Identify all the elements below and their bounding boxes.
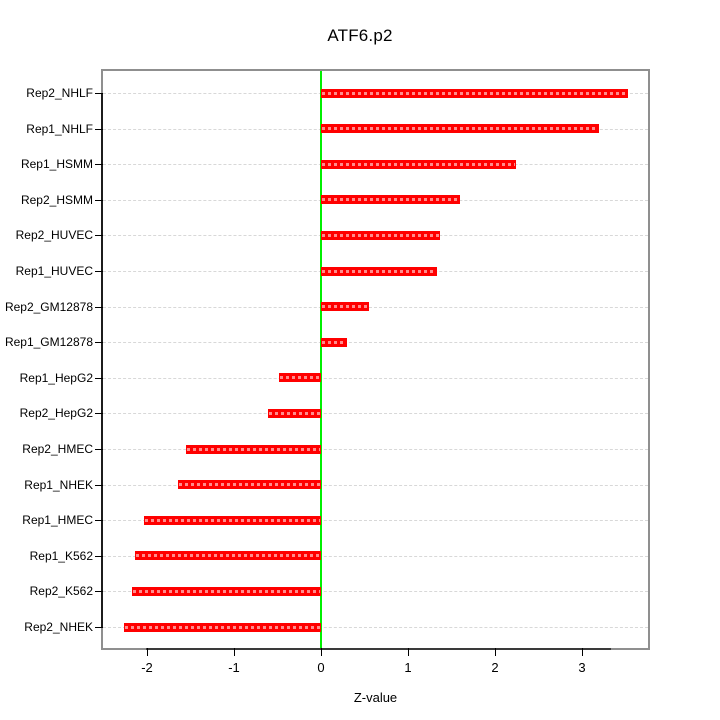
y-tick [95, 627, 103, 628]
y-tick [95, 199, 103, 201]
gridline [103, 484, 648, 486]
bar-gridline-overlay [322, 162, 515, 166]
bar-Rep2_NHEK [123, 622, 321, 632]
y-tick-label-Rep2_HMEC: Rep2_HMEC [22, 442, 93, 456]
y-tick [95, 555, 103, 557]
bar-gridline-overlay [322, 269, 436, 273]
gridline [103, 627, 648, 628]
y-axis-line [101, 93, 103, 627]
y-tick [95, 591, 103, 593]
y-tick-label-Rep1_GM12878: Rep1_GM12878 [4, 335, 93, 350]
y-tick [95, 449, 103, 450]
bar-gridline-overlay [179, 483, 320, 487]
gridline [103, 449, 648, 450]
bar-gridline-overlay [322, 340, 347, 344]
bar-Rep1_GM12878 [321, 337, 348, 347]
x-tick [582, 648, 583, 656]
x-tick-label: -1 [228, 660, 240, 675]
bar-Rep1_HUVEC [321, 266, 437, 276]
y-tick [95, 271, 103, 272]
bar-gridline-overlay [280, 376, 320, 380]
x-tick [495, 648, 496, 656]
x-tick-label: 2 [491, 660, 499, 675]
y-tick [95, 342, 103, 344]
x-tick-label: -2 [141, 660, 153, 675]
bar-Rep2_GM12878 [321, 302, 369, 312]
x-tick [321, 648, 322, 656]
y-tick [95, 413, 103, 415]
y-tick-label-Rep2_GM12878: Rep2_GM12878 [4, 299, 93, 314]
bar-gridline-overlay [322, 198, 460, 202]
y-tick-label-Rep1_NHLF: Rep1_NHLF [26, 121, 93, 136]
y-tick [95, 484, 103, 486]
x-tick [147, 648, 148, 656]
bar-Rep1_HMEC [144, 515, 321, 525]
x-tick [408, 648, 409, 656]
bar-Rep2_HMEC [186, 444, 321, 454]
x-tick-label: 0 [317, 660, 325, 675]
y-tick-label-Rep2_NHLF: Rep2_NHLF [26, 86, 93, 100]
bar-Rep2_HUVEC [321, 230, 441, 240]
bar-Rep2_HepG2 [267, 408, 321, 418]
bar-gridline-overlay [133, 589, 320, 593]
y-tick-label-Rep1_HMEC: Rep1_HMEC [22, 513, 93, 528]
bar-gridline-overlay [322, 91, 628, 95]
y-tick [95, 520, 103, 522]
bar-gridline-overlay [124, 625, 320, 629]
zero-reference-line [320, 71, 322, 648]
y-tick [95, 306, 103, 308]
bar-Rep1_K562 [134, 551, 321, 561]
y-tick [95, 93, 103, 94]
y-tick [95, 164, 103, 166]
x-tick-label: 3 [578, 660, 586, 675]
y-tick-label-Rep2_HepG2: Rep2_HepG2 [19, 406, 93, 421]
plot-area [101, 69, 650, 650]
bar-Rep2_HSMM [321, 195, 461, 205]
gridline [103, 306, 648, 308]
x-tick-label: 1 [404, 660, 412, 675]
y-tick-label-Rep2_NHEK: Rep2_NHEK [24, 620, 93, 634]
bar-Rep1_HSMM [321, 159, 516, 169]
y-tick-label-Rep1_HepG2: Rep1_HepG2 [19, 370, 93, 385]
bar-gridline-overlay [145, 518, 320, 522]
y-tick [95, 377, 103, 379]
y-tick [95, 128, 103, 130]
y-tick-label-Rep1_HUVEC: Rep1_HUVEC [15, 264, 93, 278]
y-tick-label-Rep2_HSMM: Rep2_HSMM [20, 192, 93, 207]
gridline [103, 342, 648, 344]
gridline [103, 520, 648, 522]
bar-gridline-overlay [187, 447, 320, 451]
bar-Rep2_NHLF [321, 88, 629, 98]
bar-Rep1_HepG2 [279, 373, 321, 383]
bar-gridline-overlay [322, 233, 440, 237]
gridline [103, 377, 648, 379]
gridline [103, 413, 648, 415]
bar-gridline-overlay [268, 411, 320, 415]
x-axis-title: Z-value [353, 690, 398, 705]
bar-Rep1_NHLF [321, 124, 600, 134]
gridline [103, 555, 648, 557]
chart-title: ATF6.p2 [327, 26, 393, 45]
y-tick-label-Rep1_HSMM: Rep1_HSMM [20, 157, 93, 172]
bar-gridline-overlay [135, 554, 320, 558]
y-tick-label-Rep1_K562: Rep1_K562 [29, 548, 93, 563]
y-tick-label-Rep1_NHEK: Rep1_NHEK [24, 477, 93, 492]
bar-gridline-overlay [322, 305, 368, 309]
y-tick-label-Rep2_HUVEC: Rep2_HUVEC [15, 228, 93, 243]
bar-Rep1_NHEK [178, 480, 321, 490]
x-tick [234, 648, 235, 656]
bar-Rep2_K562 [132, 586, 321, 596]
y-tick-label-Rep2_K562: Rep2_K562 [29, 584, 93, 599]
x-axis-line [146, 648, 611, 650]
y-tick [95, 235, 103, 237]
bar-gridline-overlay [322, 127, 599, 131]
gridline [103, 591, 648, 593]
